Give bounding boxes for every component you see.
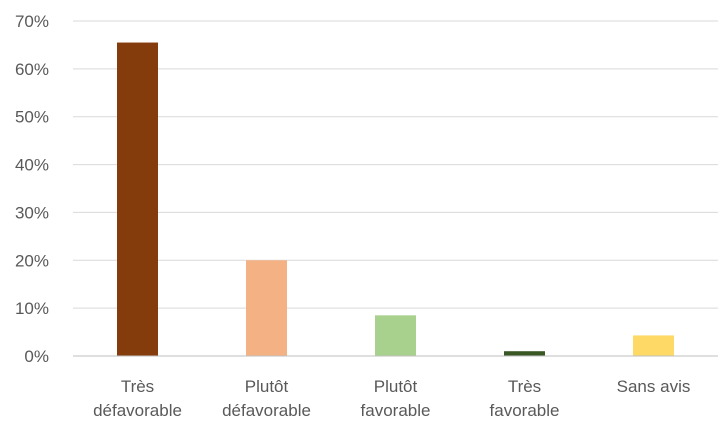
bar <box>633 335 674 356</box>
y-tick-label: 60% <box>15 60 49 79</box>
x-tick-label: Très défavorable <box>93 377 182 420</box>
gridlines <box>73 20 718 309</box>
bar <box>504 351 545 356</box>
y-tick-label: 0% <box>24 347 49 366</box>
y-tick-label: 50% <box>15 108 49 127</box>
x-tick-label: Sans avis <box>617 377 691 396</box>
y-tick-label: 10% <box>15 299 49 318</box>
y-axis-tick-labels: 0% 10% 20% 30% 40% 50% 60% 70% <box>15 12 49 366</box>
y-tick-label: 20% <box>15 251 49 270</box>
x-tick-label: Plutôt favorable <box>361 377 431 420</box>
x-axis-category-labels: Très défavorable Plutôt défavorable Plutôt fa… <box>93 377 690 420</box>
y-tick-label: 40% <box>15 156 49 175</box>
x-tick-label: Plutôt défavorable <box>222 377 311 420</box>
bars <box>117 42 674 357</box>
y-tick-label: 70% <box>15 12 49 31</box>
bar <box>117 42 158 357</box>
y-tick-label: 30% <box>15 203 49 222</box>
x-tick-label: Très favorable <box>490 377 560 420</box>
bar <box>375 315 416 356</box>
bar <box>246 260 287 356</box>
